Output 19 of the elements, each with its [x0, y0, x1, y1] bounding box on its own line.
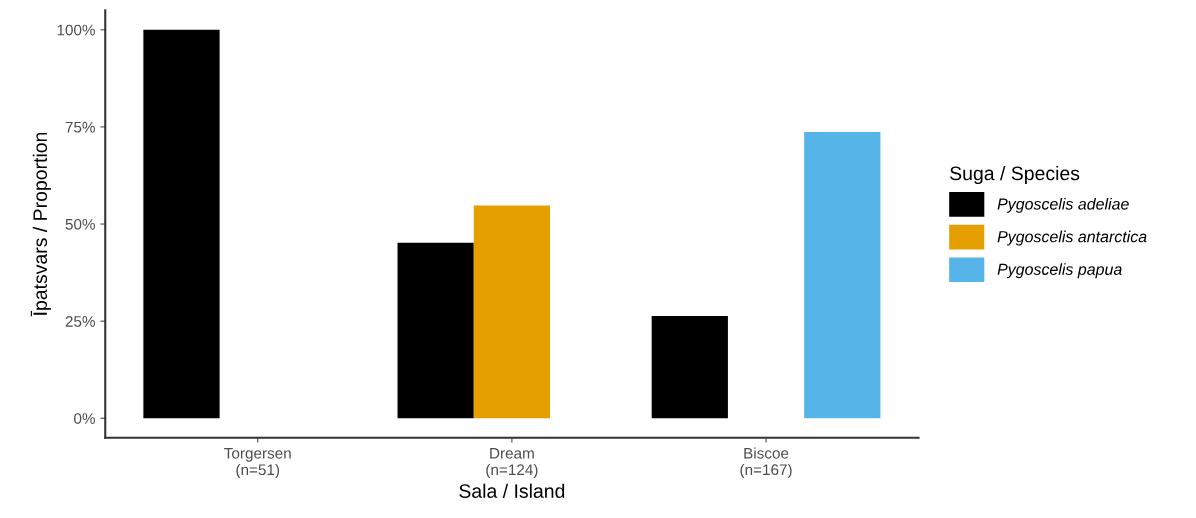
y-tick-label: 75%	[65, 121, 95, 133]
legend-label: Pygoscelis antarctica	[997, 230, 1147, 246]
bar	[804, 131, 881, 419]
legend-title: Suga / Species	[950, 165, 1080, 185]
y-tick-label: 50%	[65, 218, 95, 230]
y-tick-label: 100%	[57, 24, 95, 36]
bar	[651, 316, 728, 419]
x-tick-label: Torgersen (n=51)	[224, 447, 291, 479]
bar	[143, 29, 220, 419]
x-axis-title: Sala / Island	[459, 483, 565, 498]
y-tick-label: 25%	[65, 316, 95, 327]
x-tick-label: Biscoe (n=167)	[740, 447, 792, 479]
y-axis-title: Īpatsvars / Proportion	[30, 132, 51, 317]
legend-label: Pygoscelis papua	[997, 263, 1122, 279]
bar	[397, 242, 474, 419]
x-tick-label: Dream (n=124)	[486, 447, 538, 479]
legend-label: Pygoscelis adeliae	[997, 197, 1129, 213]
bar	[473, 205, 551, 419]
y-tick-label: 0%	[74, 413, 95, 424]
